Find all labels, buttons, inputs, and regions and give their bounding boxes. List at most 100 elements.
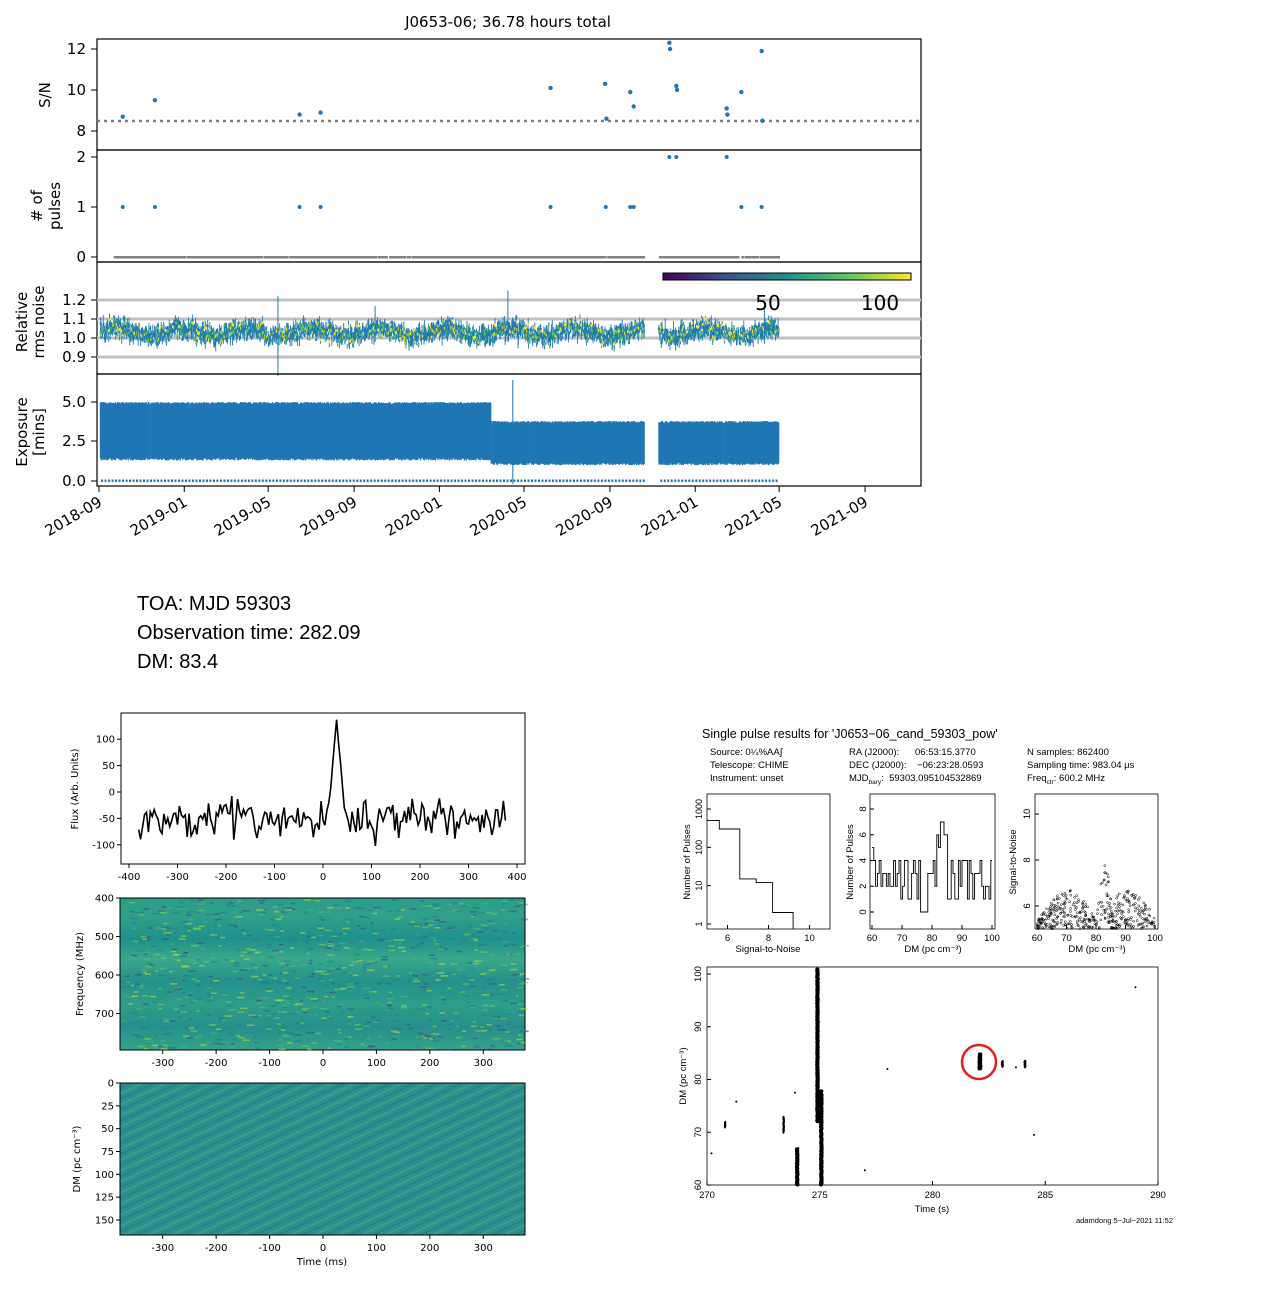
rms-noise-point bbox=[299, 323, 302, 327]
npulses-zero-marker bbox=[605, 256, 607, 259]
rms-noise-point bbox=[729, 331, 732, 335]
rms-noise-point bbox=[394, 327, 397, 331]
rms-noise-point bbox=[724, 327, 727, 331]
rms-noise-point bbox=[458, 337, 461, 341]
npulses-zero-marker bbox=[737, 256, 740, 259]
rms-noise-point bbox=[627, 336, 630, 340]
rms-noise-point bbox=[189, 325, 192, 329]
rms-noise-point bbox=[674, 329, 677, 333]
npulses-zero-marker bbox=[633, 256, 636, 259]
rms-noise-point bbox=[701, 334, 704, 338]
rms-noise-point bbox=[192, 321, 195, 325]
rms-noise-point bbox=[315, 334, 318, 338]
rms-noise-point bbox=[661, 325, 664, 329]
rms-noise-point bbox=[721, 330, 724, 334]
rms-noise-point bbox=[762, 336, 765, 340]
rms-noise-point bbox=[277, 338, 280, 342]
rms-noise-point bbox=[151, 338, 154, 342]
rms-noise-point bbox=[537, 335, 540, 339]
rms-noise-point bbox=[305, 325, 308, 329]
rms-noise-point bbox=[539, 333, 542, 337]
rms-noise-point bbox=[284, 331, 287, 335]
rms-noise-point bbox=[112, 318, 115, 322]
rms-noise-point bbox=[226, 331, 229, 335]
rms-noise-point bbox=[412, 343, 415, 347]
npulses-zero-marker bbox=[557, 256, 560, 259]
rms-noise-point bbox=[402, 332, 405, 336]
rms-noise-point bbox=[640, 335, 643, 339]
sn-point bbox=[674, 87, 680, 93]
rms-noise-point bbox=[525, 326, 528, 330]
rms-noise-point bbox=[230, 331, 233, 335]
npulses-zero-marker bbox=[194, 256, 197, 259]
rms-noise-point bbox=[168, 336, 171, 340]
npulses-zero-marker bbox=[259, 256, 261, 259]
rms-noise-point bbox=[423, 336, 426, 340]
rms-gridlines bbox=[97, 298, 921, 359]
npulses-point bbox=[628, 205, 633, 209]
rms-noise-point bbox=[319, 338, 322, 342]
npulses-zero-marker bbox=[773, 256, 776, 259]
rms-noise-point bbox=[730, 331, 733, 335]
rms-noise-point bbox=[101, 328, 104, 332]
rms-noise-point bbox=[309, 329, 312, 333]
rms-noise-point bbox=[413, 333, 416, 337]
rms-panel: 1.2 1.1 1.0 0.9 Relative rms noise 50 10… bbox=[13, 261, 922, 376]
rms-noise-point bbox=[352, 334, 355, 338]
rms-noise-point bbox=[491, 333, 494, 337]
rms-noise-point bbox=[340, 340, 343, 344]
rms-noise-point bbox=[127, 330, 130, 334]
rms-noise-point bbox=[381, 323, 384, 327]
rms-noise-point bbox=[485, 335, 488, 339]
rms-noise-point bbox=[275, 329, 278, 333]
rms-noise-point bbox=[358, 324, 361, 328]
npulses-zero-marker bbox=[603, 256, 606, 259]
sn-point bbox=[602, 81, 608, 87]
rms-noise-point bbox=[155, 340, 158, 344]
rms-noise-point bbox=[224, 332, 227, 336]
npulses-zero-marker bbox=[749, 256, 752, 259]
rms-noise-point bbox=[372, 333, 375, 337]
rms-noise-point bbox=[512, 330, 515, 334]
rms-noise-point bbox=[372, 323, 374, 327]
rms-noise-point bbox=[437, 329, 440, 333]
rms-noise-point bbox=[128, 338, 131, 342]
npulses-zero-marker bbox=[516, 256, 519, 259]
rms-noise-point bbox=[144, 330, 147, 334]
rms-noise-point bbox=[493, 332, 496, 336]
rms-noise-point bbox=[528, 336, 531, 340]
rms-noise-point bbox=[179, 325, 182, 329]
npulses-zero-marker bbox=[146, 256, 149, 259]
rms-noise-point bbox=[474, 335, 477, 339]
npulses-zero-marker bbox=[124, 256, 126, 259]
rms-noise-point bbox=[463, 336, 466, 340]
rms-noise-point bbox=[483, 329, 486, 333]
rms-noise-point bbox=[585, 339, 588, 343]
rms-ytick-label: 0.9 bbox=[62, 348, 86, 366]
rms-noise-point bbox=[569, 320, 572, 324]
rms-noise-point bbox=[369, 324, 372, 328]
npulses-zero-marker bbox=[352, 256, 355, 259]
rms-noise-point bbox=[524, 326, 527, 330]
rms-noise-point bbox=[770, 317, 773, 321]
npulses-zero-marker bbox=[494, 256, 497, 259]
rms-noise-point bbox=[464, 329, 467, 333]
rms-noise-point bbox=[764, 322, 767, 326]
rms-noise-point bbox=[205, 326, 208, 330]
npulses-zero-marker bbox=[284, 256, 287, 259]
rms-noise-point bbox=[733, 330, 736, 334]
npulses-zero-marker bbox=[505, 256, 508, 259]
rms-noise-point bbox=[201, 335, 204, 339]
rms-noise-point bbox=[352, 340, 355, 344]
rms-noise-point bbox=[427, 327, 430, 331]
rms-noise-point bbox=[600, 335, 603, 339]
rms-noise-point bbox=[441, 324, 444, 328]
rms-noise-point bbox=[606, 342, 609, 346]
npulses-zero-marker bbox=[673, 256, 676, 259]
rms-noise-point bbox=[399, 337, 402, 341]
rms-noise-point bbox=[605, 332, 608, 336]
rms-noise-point bbox=[623, 340, 626, 344]
rms-noise-point bbox=[716, 323, 719, 327]
rms-noise-point bbox=[466, 325, 469, 329]
npulses-zero-marker bbox=[335, 256, 337, 259]
